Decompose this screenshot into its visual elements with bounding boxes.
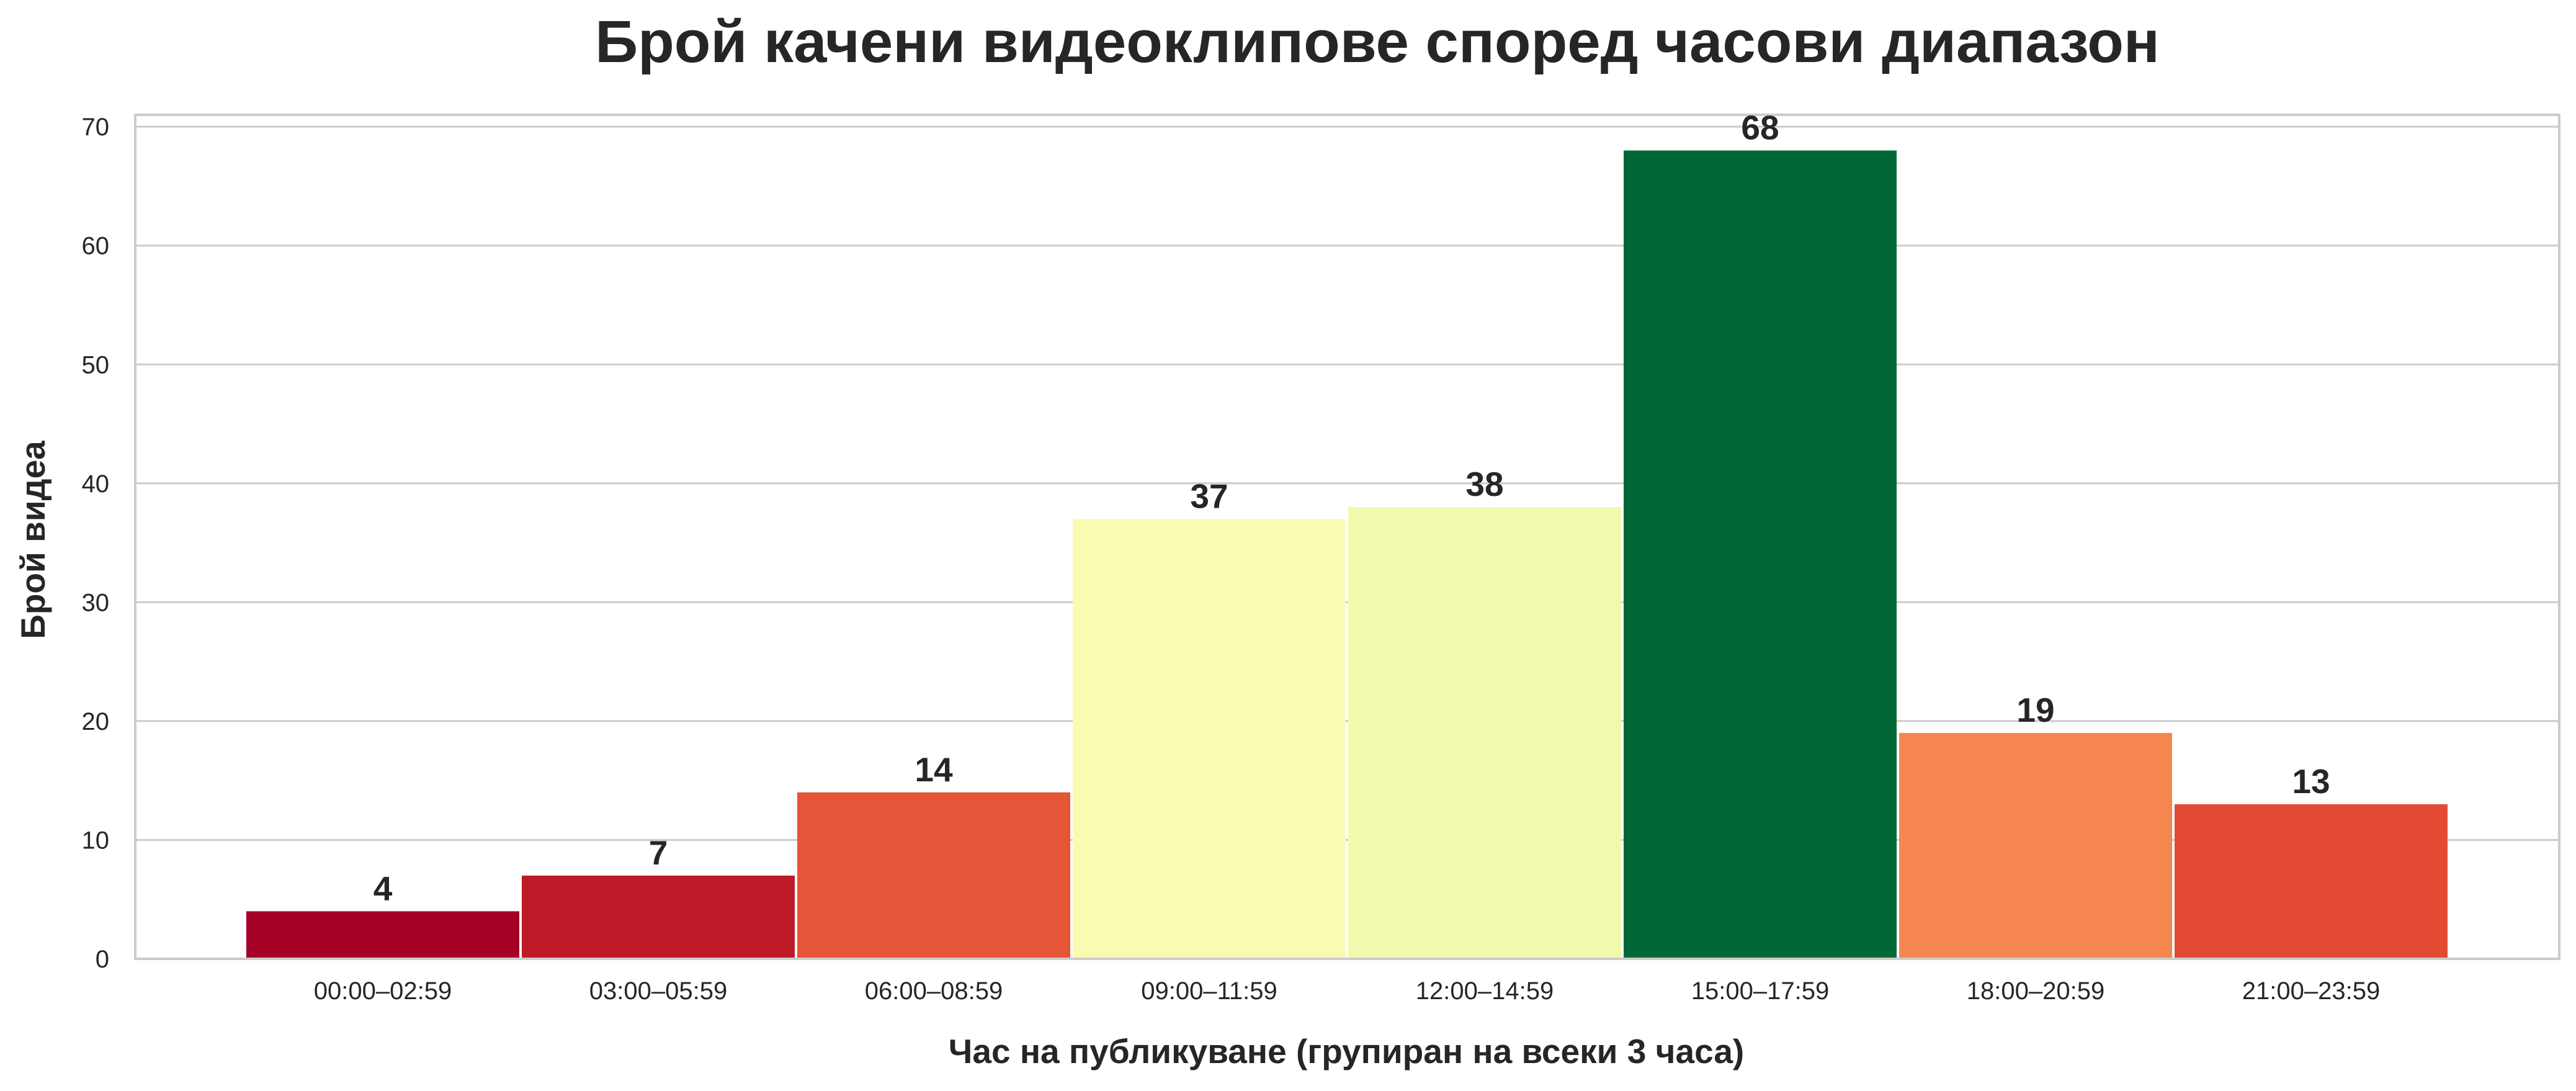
bar-03:00–05:59: [522, 875, 795, 959]
data-label: 37: [1190, 477, 1228, 515]
bar-00:00–02:59: [246, 911, 519, 959]
data-label: 7: [649, 833, 668, 872]
x-tick-label: 21:00–23:59: [2242, 977, 2380, 1005]
y-tick-label: 40: [82, 470, 110, 498]
plot-frame: [134, 114, 2560, 960]
chart-title: Брой качени видеоклипове според часови д…: [595, 9, 2160, 75]
bar-06:00–08:59: [797, 792, 1070, 959]
data-label: 38: [1465, 465, 1503, 503]
bar-09:00–11:59: [1073, 519, 1346, 959]
y-tick-label: 60: [82, 233, 110, 260]
y-axis-label: Брой видеа: [14, 441, 52, 639]
y-axis-ticks: 0 10 20 30 40 50 60 70: [82, 114, 110, 973]
y-tick-label: 30: [82, 589, 110, 616]
y-tick-label: 70: [82, 114, 110, 141]
y-tick-label: 20: [82, 708, 110, 735]
x-axis-label: Час на публикуване (групиран на всеки 3 …: [949, 1032, 1745, 1071]
x-tick-label: 06:00–08:59: [865, 977, 1003, 1005]
y-tick-label: 10: [82, 827, 110, 854]
y-tick-label: 0: [96, 946, 109, 973]
x-axis-ticks: 00:00–02:59 03:00–05:59 06:00–08:59 09:00–1…: [314, 977, 2380, 1005]
data-label: 13: [2292, 762, 2330, 801]
y-tick-label: 50: [82, 351, 110, 379]
x-tick-label: 18:00–20:59: [1967, 977, 2104, 1005]
x-tick-label: 15:00–17:59: [1691, 977, 1829, 1005]
bar-18:00–20:59: [1899, 733, 2172, 959]
bars: [246, 150, 2448, 959]
bar-21:00–23:59: [2175, 804, 2448, 959]
x-tick-label: 03:00–05:59: [589, 977, 727, 1005]
grid-lines: [135, 125, 2559, 960]
data-label: 68: [1741, 108, 1779, 146]
data-labels: 4 7 14 37 38 68 19 13: [373, 108, 2330, 907]
data-label: 14: [915, 750, 953, 789]
bar-15:00–17:59: [1624, 150, 1897, 959]
x-tick-label: 00:00–02:59: [314, 977, 452, 1005]
bar-12:00–14:59: [1348, 507, 1621, 959]
plot-border: [134, 114, 2560, 960]
data-label: 4: [373, 869, 393, 907]
data-label: 19: [2016, 691, 2054, 729]
x-tick-label: 09:00–11:59: [1141, 977, 1277, 1005]
x-tick-label: 12:00–14:59: [1416, 977, 1554, 1005]
